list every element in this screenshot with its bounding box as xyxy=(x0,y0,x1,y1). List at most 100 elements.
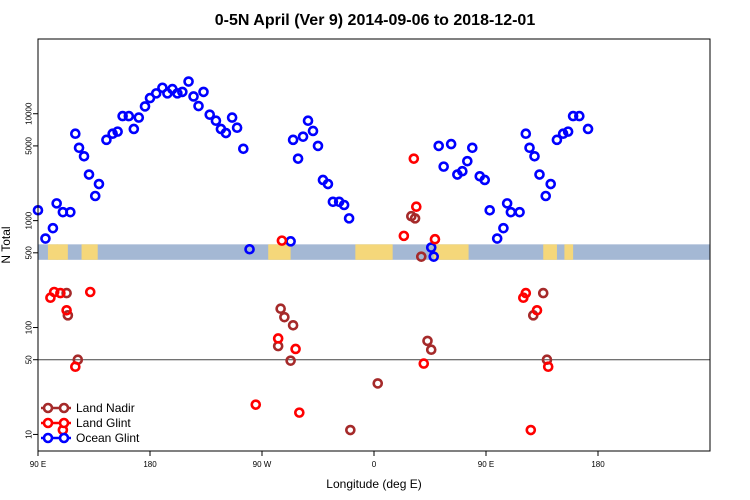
data-point xyxy=(498,222,509,234)
data-point xyxy=(312,140,324,152)
data-point xyxy=(93,178,105,190)
legend-label: Land Glint xyxy=(76,416,131,430)
data-point xyxy=(574,110,585,122)
x-tick-label: 180 xyxy=(591,460,605,469)
data-point xyxy=(294,407,305,418)
data-point xyxy=(525,424,537,436)
data-point xyxy=(408,153,420,164)
data-point xyxy=(123,110,135,122)
data-point xyxy=(210,115,222,127)
data-point xyxy=(524,142,535,154)
y-tick-label: 50 xyxy=(25,355,34,364)
data-point xyxy=(89,190,101,202)
data-point xyxy=(287,319,299,331)
data-point xyxy=(562,126,574,137)
data-point xyxy=(244,243,255,255)
data-point xyxy=(275,303,286,315)
land-segment xyxy=(355,244,393,260)
data-point xyxy=(70,361,81,373)
series-land-glint xyxy=(45,153,554,436)
data-point xyxy=(438,161,449,172)
data-point xyxy=(61,287,72,299)
data-point xyxy=(582,123,594,135)
land-mask-band xyxy=(38,244,710,260)
data-point xyxy=(84,286,96,298)
data-point xyxy=(462,155,473,167)
data-point xyxy=(65,206,76,218)
y-tick-label: 500 xyxy=(25,246,34,260)
legend-label: Land Nadir xyxy=(76,401,135,415)
data-point xyxy=(198,86,209,98)
data-point xyxy=(238,143,249,155)
legend-marker xyxy=(58,432,70,444)
data-point xyxy=(428,251,440,262)
data-point xyxy=(520,287,532,299)
data-point xyxy=(47,222,59,234)
land-segment xyxy=(268,244,291,260)
legend-marker xyxy=(42,402,54,414)
data-point xyxy=(285,236,296,247)
data-point xyxy=(551,134,563,146)
data-point xyxy=(61,304,72,316)
data-point xyxy=(204,109,216,120)
data-point xyxy=(51,198,62,209)
data-point xyxy=(505,206,517,218)
land-segment xyxy=(564,244,574,260)
data-point xyxy=(529,150,540,162)
data-point xyxy=(372,378,384,389)
data-point xyxy=(425,344,437,356)
x-axis-label: Longitude (deg E) xyxy=(326,477,421,491)
data-point xyxy=(297,131,309,142)
data-point xyxy=(183,76,194,87)
data-point xyxy=(398,230,410,242)
data-point xyxy=(425,242,437,253)
data-point xyxy=(107,128,118,140)
y-tick-label: 5000 xyxy=(25,136,34,154)
x-tick-label: 90 E xyxy=(478,460,494,469)
legend-marker xyxy=(58,417,70,429)
data-point xyxy=(193,100,204,112)
land-segment xyxy=(433,244,469,260)
y-axis-label: N Total xyxy=(0,226,13,263)
data-point xyxy=(250,399,262,410)
data-point xyxy=(226,112,238,123)
data-point xyxy=(55,287,66,299)
data-point xyxy=(338,199,350,211)
data-point xyxy=(133,112,145,123)
data-point xyxy=(531,304,543,316)
y-tick-label: 100 xyxy=(25,320,34,334)
data-point xyxy=(491,233,503,244)
data-point xyxy=(322,178,334,190)
data-point xyxy=(188,91,199,102)
series-land-nadir xyxy=(61,210,553,436)
legend-marker xyxy=(42,432,54,444)
x-axis: 90 E 180 90 W 0 90 E 180 xyxy=(30,451,605,469)
data-point xyxy=(327,196,339,208)
x-tick-label: 180 xyxy=(143,460,157,469)
x-tick-label: 90 E xyxy=(30,460,46,469)
data-point xyxy=(83,169,95,180)
x-tick-label: 90 W xyxy=(253,460,272,469)
data-point xyxy=(345,424,356,436)
data-point xyxy=(415,251,427,262)
data-point xyxy=(220,127,232,139)
data-point xyxy=(231,122,243,134)
data-point xyxy=(429,233,441,245)
data-point xyxy=(484,204,496,216)
y-tick-label: 10000 xyxy=(25,102,34,125)
data-point xyxy=(457,165,468,177)
x-tick-label: 0 xyxy=(372,460,377,469)
data-point xyxy=(445,138,457,150)
data-point xyxy=(62,310,74,321)
data-point xyxy=(292,153,304,164)
data-point xyxy=(307,125,319,137)
data-point xyxy=(287,134,299,146)
data-point xyxy=(101,134,112,146)
data-point xyxy=(567,110,579,122)
data-point xyxy=(545,178,557,190)
land-segment xyxy=(543,244,557,260)
data-point xyxy=(139,101,151,112)
data-points xyxy=(32,76,594,436)
